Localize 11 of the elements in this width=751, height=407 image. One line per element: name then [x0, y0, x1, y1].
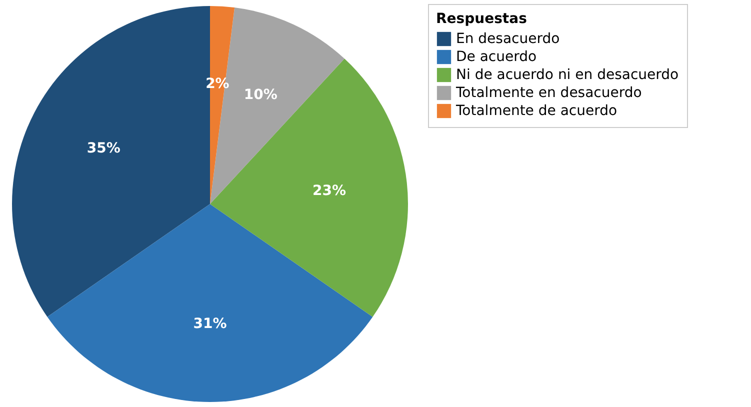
data-label: 10% [244, 87, 278, 104]
legend-label: Ni de acuerdo ni en desacuerdo [456, 67, 679, 83]
data-label: 35% [86, 140, 120, 156]
pie-slice [47, 204, 373, 402]
data-label: 31% [193, 316, 227, 332]
legend-label: Totalmente de acuerdo [455, 103, 618, 119]
data-label: 23% [312, 182, 346, 199]
legend-label: En desacuerdo [456, 31, 560, 47]
legend-title: Respuestas [436, 11, 527, 27]
legend-label: Totalmente en desacuerdo [455, 85, 642, 101]
legend-label: De acuerdo [456, 49, 537, 65]
